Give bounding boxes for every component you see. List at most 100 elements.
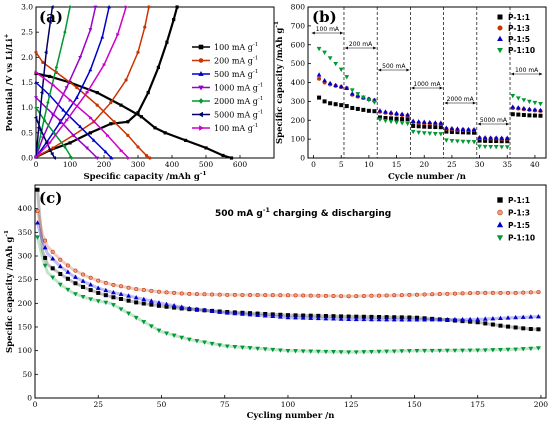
panel-c-series-3-point: [57, 282, 63, 288]
panel-b-legend-0-marker: [497, 14, 503, 20]
panel-a-series-0-point: [221, 153, 225, 158]
panel-b-series-2-point: [471, 127, 477, 132]
panel-b-series-3-point: [366, 98, 372, 103]
panel-c-series-3-point: [111, 303, 116, 308]
panel-a-legend-5-marker: [197, 111, 203, 118]
panel-b-series-2-point: [488, 135, 494, 140]
panel-c-series-3-point: [429, 348, 435, 354]
panel-b-series-3-point: [449, 138, 455, 144]
panel-a-series-0-point: [163, 131, 167, 135]
panel-b-series-0-point: [344, 104, 349, 109]
panel-b-series-3-point: [521, 98, 527, 103]
panel-b-series-2-point: [455, 126, 460, 131]
panel-c-y-tick-label: 50: [22, 370, 32, 379]
panel-a-x-tick-label: 100: [63, 160, 78, 169]
panel-c-series-2-point: [308, 315, 314, 320]
panel-c-series-1-point: [141, 287, 146, 292]
panel-c-series-1-point: [210, 292, 215, 297]
panel-a-y-tick-label: 1.5: [21, 78, 33, 87]
panel-c-series-2-point: [118, 291, 124, 296]
panel-c-series-2-point: [88, 282, 94, 287]
panel-b-series-2-point: [344, 85, 350, 90]
panel-c-series-2-point: [520, 314, 526, 319]
panel-b-series-0-point: [372, 109, 377, 114]
panel-b-series-2-point: [527, 106, 532, 111]
panel-c-series-3-point: [255, 346, 260, 352]
panel-b-series-2-point: [388, 110, 394, 115]
panel-a-series-4-point: [54, 65, 59, 70]
panel-c-series-1-point: [187, 291, 192, 296]
panel-c-legend-3-marker: [496, 235, 504, 242]
panel-c-annotation: 500 mA g-1 charging & discharging: [215, 207, 391, 219]
panel-a-series-0-point: [156, 65, 161, 69]
panel-c-series-1-point: [301, 293, 306, 298]
panel-b-series-0-point: [339, 103, 344, 108]
panel-c-series-3-point: [452, 348, 458, 354]
panel-c-series-1-point: [293, 293, 298, 298]
panel-c-legend-0-marker: [497, 197, 503, 203]
panel-b-segment-label-6: 100 mA: [515, 67, 539, 74]
panel-c-series-3-point: [209, 341, 215, 347]
panel-b-series-2-point: [410, 118, 416, 123]
panel-b-x-tick-label: 20: [419, 160, 429, 169]
panel-a-series-3-point: [85, 146, 89, 151]
panel-c-series-1-point: [270, 293, 275, 298]
panel-a-series-1-discharge-line: [35, 51, 151, 159]
panel-c-series-1-point: [361, 293, 366, 298]
panel-b-series-0-point: [333, 102, 338, 107]
panel-b-series-2-point: [383, 109, 388, 114]
panel-c-series-3-point: [369, 349, 374, 355]
panel-c-legend-1-marker: [497, 209, 503, 216]
panel-c-plot-frame: [34, 184, 547, 399]
panel-a-x-axis-label: Specific capacity /mAh g-1: [84, 170, 207, 182]
panel-c-series-0-point: [521, 326, 526, 331]
panel-c-series-3-point: [156, 328, 162, 333]
panel-c-series-2-point: [262, 313, 268, 318]
panel-c-series-1-point: [50, 249, 55, 254]
panel-c-series-3-point: [361, 350, 367, 355]
panel-c-series-1-point: [339, 294, 344, 299]
panel-c-series-0-point: [50, 266, 55, 271]
panel-c-series-1-point: [407, 292, 412, 297]
panel-c-series-2-point: [285, 314, 291, 320]
panel-b-series-3-point: [338, 67, 344, 72]
panel-c-x-tick-label: 0: [33, 400, 38, 409]
panel-c-legend-3-label: P-1:10: [508, 234, 535, 243]
panel-a-series-0-point: [229, 156, 234, 160]
panel-c-series-2-point: [73, 274, 78, 279]
panel-c-series-2-point: [42, 245, 48, 250]
panel-a-series-5-charge-line: [35, 6, 54, 158]
panel-c-series-2-point: [224, 310, 230, 315]
panel-a-series-3-point: [71, 134, 76, 138]
panel-c-series-3-point: [65, 287, 71, 293]
panel-c-series-2-point: [429, 317, 435, 322]
panel-c-series-2-point: [467, 316, 473, 322]
panel-c-series-3-point: [278, 348, 283, 353]
panel-c-series-2-point: [513, 314, 519, 320]
panel-b-series-0-point: [317, 95, 322, 100]
panel-a-legend-4-label: 2000 mA g-1: [214, 96, 263, 106]
panel-a-series-1-point: [136, 145, 140, 149]
panel-a-series-2-point: [88, 67, 93, 72]
panel-b-series-0-point: [422, 124, 427, 129]
panel-c-series-2-point: [482, 316, 488, 321]
panel-b-series-2-point: [416, 119, 422, 124]
panel-c-series-0-point: [506, 324, 511, 329]
panel-b-y-tick-label: 0: [300, 154, 305, 163]
panel-b-series-3-point: [504, 145, 510, 150]
panel-b-legend-2-marker: [497, 35, 503, 42]
panel-a-x-tick-label: 200: [97, 160, 112, 169]
panel-a-series-1-point: [136, 50, 140, 54]
panel-c-series-3-point: [498, 347, 503, 353]
panel-b-series-2-point: [338, 83, 344, 89]
panel-a-legend-3-label-main: 1000 mA g: [214, 84, 258, 93]
panel-a-series-6-point: [89, 115, 93, 120]
panel-c-series-0-point: [498, 323, 503, 328]
panel-b-series-2-point: [316, 72, 322, 77]
panel-c-series-2-point: [353, 316, 359, 322]
panel-c-series-0-point: [119, 296, 124, 301]
panel-b-series-2-point: [322, 77, 327, 83]
panel-c-series-1-point: [414, 292, 419, 297]
panel-b-series-3-point: [360, 95, 366, 100]
